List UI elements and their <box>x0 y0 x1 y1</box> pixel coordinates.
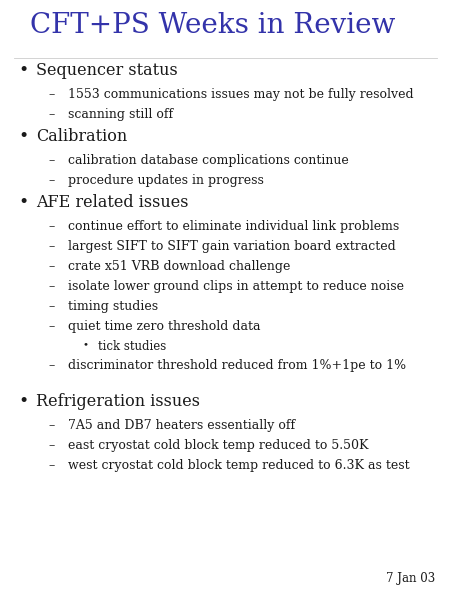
Text: AFE related issues: AFE related issues <box>36 194 189 211</box>
Text: –: – <box>48 154 54 167</box>
Text: •: • <box>18 393 28 410</box>
Text: scanning still off: scanning still off <box>68 108 173 121</box>
Text: –: – <box>48 280 54 293</box>
Text: timing studies: timing studies <box>68 300 158 313</box>
Text: 1553 communications issues may not be fully resolved: 1553 communications issues may not be fu… <box>68 88 414 101</box>
Text: Sequencer status: Sequencer status <box>36 62 178 79</box>
Text: procedure updates in progress: procedure updates in progress <box>68 174 264 187</box>
Text: CFT+PS Weeks in Review: CFT+PS Weeks in Review <box>30 12 396 39</box>
Text: –: – <box>48 174 54 187</box>
Text: discriminator threshold reduced from 1%+1pe to 1%: discriminator threshold reduced from 1%+… <box>68 359 406 372</box>
Text: –: – <box>48 220 54 233</box>
Text: –: – <box>48 359 54 372</box>
Text: •: • <box>18 128 28 145</box>
Text: Calibration: Calibration <box>36 128 127 145</box>
Text: –: – <box>48 88 54 101</box>
Text: 7 Jan 03: 7 Jan 03 <box>386 572 435 585</box>
Text: –: – <box>48 439 54 452</box>
Text: crate x51 VRB download challenge: crate x51 VRB download challenge <box>68 260 290 273</box>
Text: isolate lower ground clips in attempt to reduce noise: isolate lower ground clips in attempt to… <box>68 280 404 293</box>
Text: 7A5 and DB7 heaters essentially off: 7A5 and DB7 heaters essentially off <box>68 419 295 432</box>
Text: •: • <box>18 62 28 79</box>
Text: –: – <box>48 108 54 121</box>
Text: largest SIFT to SIFT gain variation board extracted: largest SIFT to SIFT gain variation boar… <box>68 240 396 253</box>
Text: east cryostat cold block temp reduced to 5.50K: east cryostat cold block temp reduced to… <box>68 439 369 452</box>
Text: tick studies: tick studies <box>98 340 166 353</box>
Text: west cryostat cold block temp reduced to 6.3K as test: west cryostat cold block temp reduced to… <box>68 459 410 472</box>
Text: Refrigeration issues: Refrigeration issues <box>36 393 200 410</box>
Text: •: • <box>82 340 88 349</box>
Text: continue effort to eliminate individual link problems: continue effort to eliminate individual … <box>68 220 399 233</box>
Text: –: – <box>48 459 54 472</box>
Text: –: – <box>48 240 54 253</box>
Text: calibration database complications continue: calibration database complications conti… <box>68 154 349 167</box>
Text: –: – <box>48 419 54 432</box>
Text: –: – <box>48 320 54 333</box>
Text: •: • <box>18 194 28 211</box>
Text: –: – <box>48 260 54 273</box>
Text: quiet time zero threshold data: quiet time zero threshold data <box>68 320 261 333</box>
Text: –: – <box>48 300 54 313</box>
